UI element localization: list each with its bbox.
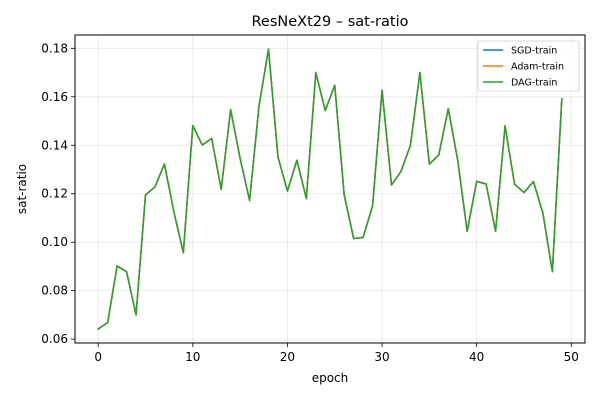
ticks: 0 10 20 30 40 50 0.06 0.08 0.10 0.12 0.14 0.16 0.18 <box>41 41 579 364</box>
y-tick-label: 0.10 <box>41 235 68 249</box>
series-line-dag-train <box>97 48 563 330</box>
y-axis-label: sat-ratio <box>15 164 29 214</box>
legend: SGD-train Adam-train DAG-train <box>477 40 580 92</box>
legend-label-adam-train: Adam-train <box>511 62 564 73</box>
legend-label-dag-train: DAG-train <box>511 78 557 89</box>
x-tick-label: 30 <box>374 350 389 364</box>
legend-box <box>477 40 580 92</box>
y-tick-label: 0.18 <box>41 41 68 55</box>
x-tick-label: 0 <box>94 350 102 364</box>
x-axis-label: epoch <box>312 371 349 385</box>
plot-frame <box>74 34 586 344</box>
x-tick-label: 40 <box>469 350 484 364</box>
x-tick-label: 50 <box>564 350 579 364</box>
legend-label-sgd-train: SGD-train <box>511 46 557 57</box>
chart-title: ResNeXt29 – sat-ratio <box>252 14 409 30</box>
y-tick-label: 0.08 <box>41 284 68 298</box>
y-tick-label: 0.12 <box>41 187 68 201</box>
y-tick-label: 0.06 <box>41 332 68 346</box>
y-tick-label: 0.16 <box>41 90 68 104</box>
series-group <box>97 48 563 330</box>
y-tick-label: 0.14 <box>41 138 68 152</box>
x-tick-label: 20 <box>280 350 295 364</box>
x-tick-label: 10 <box>185 350 200 364</box>
